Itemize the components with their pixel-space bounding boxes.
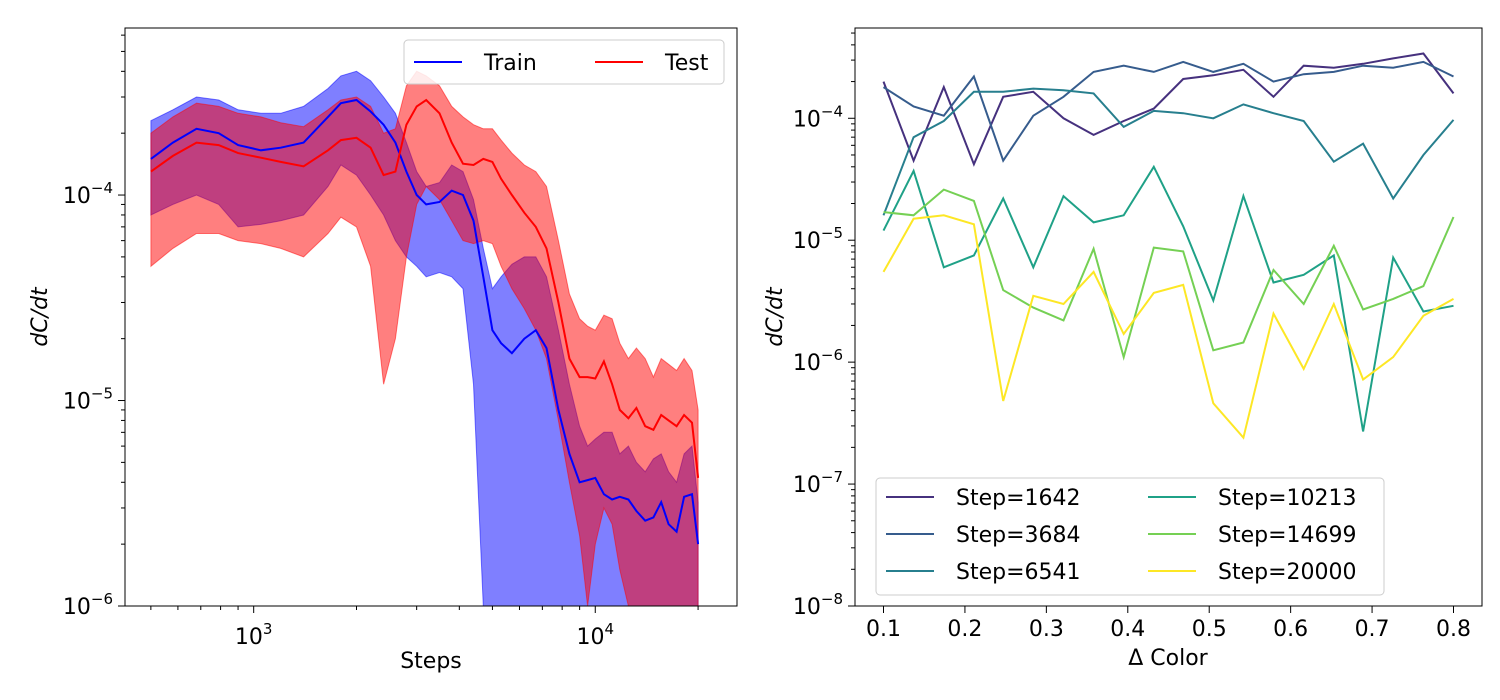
right-legend: Step=1642 Step=3684 Step=6541 Step=10213 Ste… <box>875 477 1385 596</box>
y-tick-label: 10−6 <box>793 346 843 376</box>
left-y-axis-label: dC/dt <box>28 286 53 347</box>
series-line-train <box>150 98 700 545</box>
right-series-group <box>882 52 1455 440</box>
legend-label-step-6541: Step=6541 <box>956 560 1081 585</box>
x-tick-label: 0.4 <box>1110 617 1145 642</box>
right-x-axis-label: Δ Color <box>1128 646 1208 671</box>
right-y-axis-label: dC/dt <box>763 286 788 347</box>
legend-label-test: Test <box>664 51 709 76</box>
x-tick-label: 0.2 <box>947 617 982 642</box>
x-tick-label: 0.5 <box>1192 617 1227 642</box>
y-tick-label: 10−4 <box>63 179 113 209</box>
x-tick-label: 103 <box>235 620 273 650</box>
legend-label-step-14699: Step=14699 <box>1218 523 1357 548</box>
left-x-axis-label: Steps <box>400 649 462 674</box>
y-tick-label: 10−5 <box>793 224 843 254</box>
legend-label-step-10213: Step=10213 <box>1218 486 1357 511</box>
right-axis-ticks: 0.1 0.2 0.3 0.4 0.5 0.6 0.7 0.8 10−4 10−5 10−6 10−7… <box>793 32 1471 642</box>
series-line-step-1642 <box>882 52 1455 167</box>
legend-label-step-1642: Step=1642 <box>956 486 1081 511</box>
y-tick-label: 10−4 <box>793 102 843 132</box>
legend-label-train: Train <box>483 51 537 76</box>
left-axis-ticks: 103 104 10−4 10−5 10−6 <box>63 34 699 650</box>
x-tick-label: 0.1 <box>866 617 901 642</box>
right-axes-frame <box>854 27 1483 607</box>
y-tick-label: 10−6 <box>63 590 113 620</box>
right-chart-panel: 0.1 0.2 0.3 0.4 0.5 0.6 0.7 0.8 10−4 10−5 10−6 10−7… <box>763 27 1483 671</box>
right-plot-area <box>882 52 1455 440</box>
left-plot-area <box>150 70 700 606</box>
x-tick-label: 0.3 <box>1029 617 1064 642</box>
left-chart-panel: 103 104 10−4 10−5 10−6 Steps dC/dt Train Test <box>28 27 738 674</box>
series-line-step-3684 <box>882 60 1454 163</box>
left-axes-frame <box>124 27 738 607</box>
left-series-group <box>150 70 700 606</box>
legend-label-step-20000: Step=20000 <box>1218 560 1357 585</box>
y-tick-label: 10−7 <box>793 468 843 498</box>
y-tick-label: 10−8 <box>793 590 843 620</box>
series-line-step-20000 <box>882 214 1454 440</box>
left-legend: Train Test <box>403 39 725 85</box>
legend-box <box>403 39 725 85</box>
x-tick-label: 0.6 <box>1273 617 1308 642</box>
series-line-step-14699 <box>883 188 1455 361</box>
series-line-step-10213 <box>882 164 1454 432</box>
y-tick-label: 10−5 <box>63 385 113 415</box>
legend-label-step-3684: Step=3684 <box>956 523 1081 548</box>
series-line-step-6541 <box>882 87 1455 216</box>
x-tick-label: 104 <box>576 620 614 650</box>
series-line-test <box>150 98 700 479</box>
legend-box <box>875 477 1385 596</box>
x-tick-label: 0.7 <box>1355 617 1390 642</box>
x-tick-label: 0.8 <box>1436 617 1471 642</box>
